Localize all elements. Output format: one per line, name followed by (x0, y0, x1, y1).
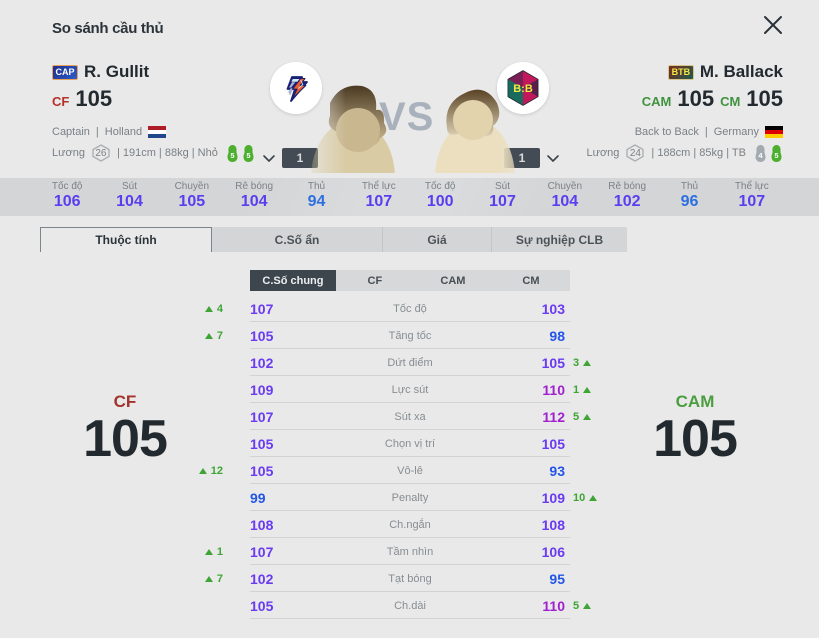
svg-text:B:B: B:B (513, 83, 533, 95)
svg-text:5: 5 (230, 151, 234, 160)
svg-text:5: 5 (774, 151, 778, 160)
svg-text:5: 5 (246, 151, 250, 160)
